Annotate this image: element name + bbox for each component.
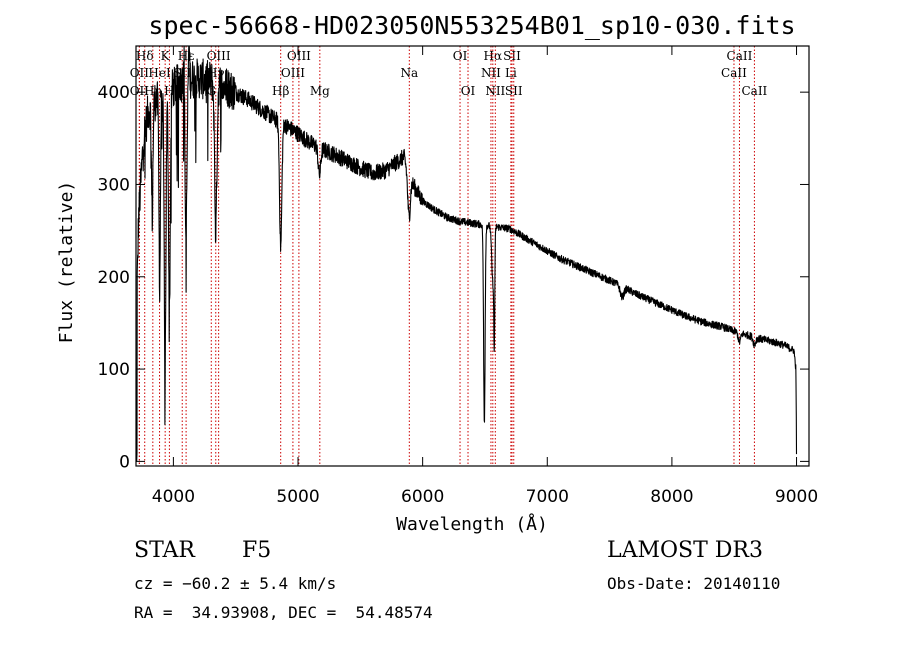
spectral-line-label: NII xyxy=(485,84,505,98)
spectral-line-label: SII xyxy=(505,84,523,98)
sky-coordinates: RA = 34.93908, DEC = 54.48574 xyxy=(134,603,433,622)
survey-name: LAMOST DR3 xyxy=(607,538,763,563)
spectral-line-label: SII xyxy=(503,49,521,63)
spectral-line-label: CaII xyxy=(741,84,767,98)
spectral-line-label: HeI xyxy=(148,66,171,80)
y-tick-label: 100 xyxy=(98,360,130,380)
spectral-line-label: NII xyxy=(481,66,501,80)
spectral-line-label: Hη xyxy=(144,84,162,98)
y-tick-label: 300 xyxy=(98,175,130,195)
object-class: STAR xyxy=(134,538,195,563)
spectral-line-label: OI xyxy=(461,84,476,98)
plot-frame xyxy=(135,45,810,467)
y-tick-label: 400 xyxy=(98,83,130,103)
spectral-line-label: Li xyxy=(505,66,517,80)
y-tick-label: 0 xyxy=(119,452,130,472)
spectral-line-label: OIII xyxy=(287,49,311,63)
axis-ticks: 4000 5000 6000 7000 8000 9000 0 100 200 300 400 xyxy=(98,46,818,507)
spectral-line-label: Hα xyxy=(484,49,503,63)
spectrum-series xyxy=(135,45,798,462)
spectral-line-label: Hε xyxy=(178,49,195,63)
observation-date: Obs-Date: 20140110 xyxy=(607,574,781,593)
spectral-line-label: OIII xyxy=(281,66,305,80)
redshift-velocity: cz = −60.2 ± 5.4 km/s xyxy=(134,574,337,593)
spectral-line-label: H xyxy=(164,84,174,98)
y-axis-label: Flux (relative) xyxy=(56,181,77,344)
spectral-line-label: Hδ xyxy=(136,49,154,63)
spectral-line-label: OII xyxy=(130,84,150,98)
spectral-line-label: K xyxy=(161,49,171,63)
spectral-line-label: CaII xyxy=(727,49,753,63)
spectral-line-label: CaII xyxy=(721,66,747,80)
x-tick-label: 6000 xyxy=(401,487,444,507)
spectral-line-label: OII xyxy=(130,66,150,80)
x-tick-label: 5000 xyxy=(276,487,319,507)
x-tick-label: 9000 xyxy=(775,487,818,507)
x-tick-label: 4000 xyxy=(152,487,195,507)
spectral-line-label: OI xyxy=(453,49,468,63)
spectral-line-label: Na xyxy=(400,66,418,80)
y-tick-label: 200 xyxy=(98,268,130,288)
x-tick-label: 7000 xyxy=(526,487,569,507)
x-tick-label: 8000 xyxy=(650,487,693,507)
spectral-line-label: OIII xyxy=(207,49,231,63)
x-axis-label: Wavelength (Å) xyxy=(396,513,548,535)
spectral-line-label: Hβ xyxy=(272,84,289,98)
chart-title: spec-56668-HD023050N553254B01_sp10-030.f… xyxy=(148,11,795,40)
spectral-subclass: F5 xyxy=(242,538,272,563)
spectral-line-label: Mg xyxy=(310,84,330,98)
